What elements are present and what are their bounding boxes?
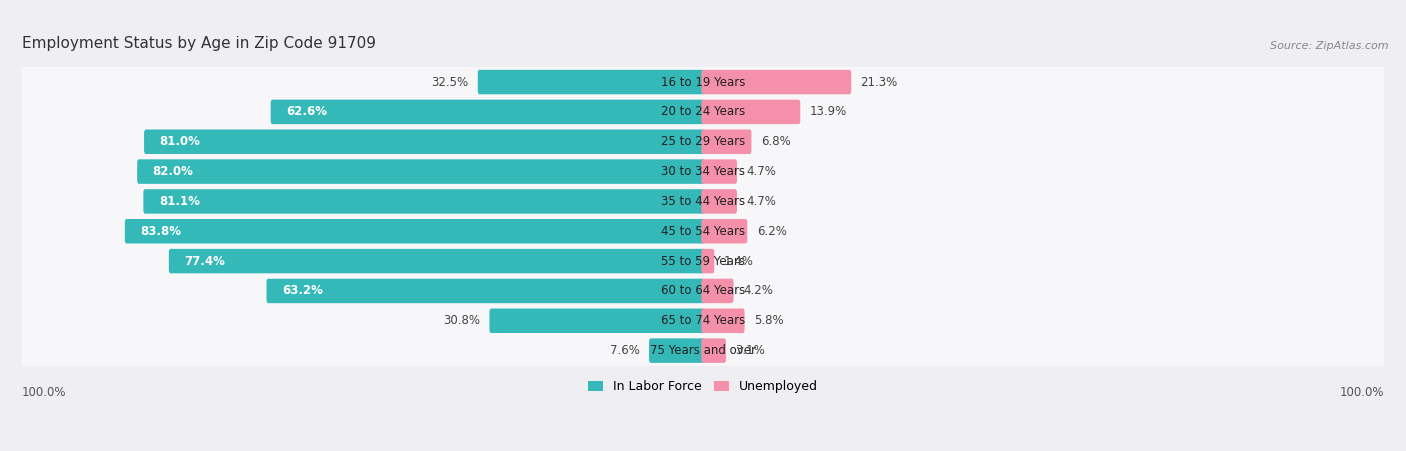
FancyBboxPatch shape <box>271 100 704 124</box>
Text: 55 to 59 Years: 55 to 59 Years <box>661 255 745 267</box>
FancyBboxPatch shape <box>125 219 704 244</box>
FancyBboxPatch shape <box>702 338 725 363</box>
Text: 81.1%: 81.1% <box>159 195 200 208</box>
Text: 100.0%: 100.0% <box>22 387 66 400</box>
FancyBboxPatch shape <box>702 219 748 244</box>
Text: 60 to 64 Years: 60 to 64 Years <box>661 285 745 298</box>
Text: 63.2%: 63.2% <box>283 285 323 298</box>
FancyBboxPatch shape <box>22 179 1384 224</box>
Text: 30.8%: 30.8% <box>443 314 479 327</box>
FancyBboxPatch shape <box>267 279 704 303</box>
FancyBboxPatch shape <box>702 70 851 94</box>
Legend: In Labor Force, Unemployed: In Labor Force, Unemployed <box>583 375 823 398</box>
Text: 7.6%: 7.6% <box>610 344 640 357</box>
FancyBboxPatch shape <box>169 249 704 273</box>
Text: 77.4%: 77.4% <box>184 255 225 267</box>
FancyBboxPatch shape <box>702 129 751 154</box>
Text: Employment Status by Age in Zip Code 91709: Employment Status by Age in Zip Code 917… <box>22 36 375 51</box>
FancyBboxPatch shape <box>22 269 1384 313</box>
Text: 6.8%: 6.8% <box>761 135 790 148</box>
Text: 4.2%: 4.2% <box>742 285 773 298</box>
FancyBboxPatch shape <box>702 279 734 303</box>
FancyBboxPatch shape <box>143 189 704 214</box>
FancyBboxPatch shape <box>143 129 704 154</box>
Text: 45 to 54 Years: 45 to 54 Years <box>661 225 745 238</box>
FancyBboxPatch shape <box>138 159 704 184</box>
FancyBboxPatch shape <box>22 299 1384 343</box>
FancyBboxPatch shape <box>22 239 1384 283</box>
Text: 65 to 74 Years: 65 to 74 Years <box>661 314 745 327</box>
FancyBboxPatch shape <box>702 100 800 124</box>
Text: 82.0%: 82.0% <box>153 165 194 178</box>
Text: 3.1%: 3.1% <box>735 344 765 357</box>
FancyBboxPatch shape <box>22 328 1384 373</box>
Text: 20 to 24 Years: 20 to 24 Years <box>661 106 745 119</box>
FancyBboxPatch shape <box>702 308 745 333</box>
FancyBboxPatch shape <box>22 149 1384 193</box>
Text: 4.7%: 4.7% <box>747 165 776 178</box>
FancyBboxPatch shape <box>702 159 737 184</box>
Text: 5.8%: 5.8% <box>754 314 783 327</box>
Text: 25 to 29 Years: 25 to 29 Years <box>661 135 745 148</box>
Text: 81.0%: 81.0% <box>159 135 200 148</box>
Text: 83.8%: 83.8% <box>141 225 181 238</box>
FancyBboxPatch shape <box>702 249 714 273</box>
Text: 100.0%: 100.0% <box>1340 387 1384 400</box>
Text: 75 Years and over: 75 Years and over <box>650 344 756 357</box>
FancyBboxPatch shape <box>650 338 704 363</box>
Text: 1.4%: 1.4% <box>724 255 754 267</box>
Text: 4.7%: 4.7% <box>747 195 776 208</box>
Text: 6.2%: 6.2% <box>756 225 786 238</box>
FancyBboxPatch shape <box>22 90 1384 134</box>
Text: 62.6%: 62.6% <box>285 106 328 119</box>
Text: Source: ZipAtlas.com: Source: ZipAtlas.com <box>1270 41 1388 51</box>
FancyBboxPatch shape <box>22 209 1384 253</box>
FancyBboxPatch shape <box>489 308 704 333</box>
Text: 30 to 34 Years: 30 to 34 Years <box>661 165 745 178</box>
FancyBboxPatch shape <box>22 120 1384 164</box>
Text: 35 to 44 Years: 35 to 44 Years <box>661 195 745 208</box>
FancyBboxPatch shape <box>478 70 704 94</box>
Text: 16 to 19 Years: 16 to 19 Years <box>661 76 745 88</box>
Text: 32.5%: 32.5% <box>432 76 468 88</box>
FancyBboxPatch shape <box>702 189 737 214</box>
FancyBboxPatch shape <box>22 60 1384 104</box>
Text: 13.9%: 13.9% <box>810 106 846 119</box>
Text: 21.3%: 21.3% <box>860 76 898 88</box>
